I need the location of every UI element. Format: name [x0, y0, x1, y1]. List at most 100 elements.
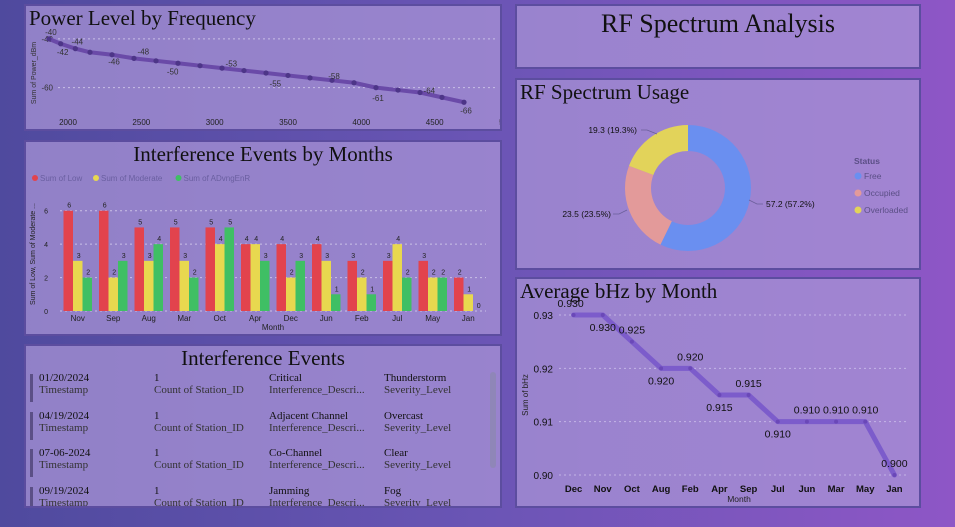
data-point [351, 80, 357, 86]
data-label: 4 [280, 236, 284, 243]
interference-chart: Sum of Low Sum of Moderate Sum of ADvngEnR… [30, 174, 486, 332]
x-tick-label: Dec [284, 314, 298, 323]
data-point [892, 473, 897, 477]
data-label: 1 [467, 286, 471, 293]
data-label: 2 [193, 270, 197, 277]
bar [312, 244, 322, 311]
data-label: 5 [174, 219, 178, 226]
bar [454, 277, 464, 311]
data-label: 3 [183, 253, 187, 260]
x-tick-label: Feb [355, 314, 369, 323]
bar [276, 244, 286, 311]
event-date: 01/20/2024 [39, 372, 90, 384]
series-line [571, 312, 897, 478]
data-label: 6 [67, 203, 71, 210]
x-tick-label: Oct [214, 314, 227, 323]
event-date-label: Timestamp [39, 459, 89, 471]
events-title: Interference Events [181, 346, 345, 370]
data-label: 0.915 [735, 378, 761, 390]
data-label: 3 [264, 253, 268, 260]
y-tick-label: 6 [44, 209, 48, 216]
event-row[interactable]: 01/20/2024 Timestamp 1 Count of Station_… [30, 372, 468, 402]
x-axis-label: Month [262, 323, 284, 332]
y-axis-label: Sum of Low, Sum of Moderate ... [30, 203, 37, 305]
events-scrollbar[interactable] [490, 372, 496, 468]
event-description-label: Interference_Descri... [269, 422, 365, 434]
event-description-label: Interference_Descri... [269, 497, 365, 508]
x-tick-label: May [856, 484, 875, 495]
bar [347, 260, 357, 311]
bhz-chart: 0.90 0.91 0.92 0.93 Sum of bHz 0.930 Dec 0.930 N… [521, 298, 909, 504]
event-description-label: Interference_Descri... [269, 459, 365, 471]
events-panel: Interference Events 01/20/2024 Timestamp… [24, 344, 502, 508]
data-label: 0.915 [706, 402, 732, 414]
event-count: 1 [154, 372, 160, 384]
data-point [197, 63, 203, 69]
leader-line [641, 129, 658, 135]
y-tick-label: 0.91 [534, 418, 554, 429]
legend-label: Sum of Low [40, 174, 82, 183]
power-panel: Power Level by Frequency -40 -60 2000 2500 3… [24, 4, 502, 131]
legend-title: Status [854, 156, 880, 166]
data-point [153, 58, 159, 64]
event-count: 1 [154, 410, 160, 422]
data-point [659, 366, 664, 371]
data-label: -66 [460, 106, 472, 115]
data-label: 0.910 [852, 405, 878, 417]
data-point [131, 55, 137, 61]
data-point [834, 419, 839, 424]
event-row[interactable]: 09/19/2024 Timestamp 1 Count of Station_… [30, 485, 468, 508]
data-label: 4 [157, 236, 161, 243]
data-label: 23.5 (23.5%) [562, 209, 611, 219]
data-label: -40 [45, 28, 57, 37]
event-date-label: Timestamp [39, 384, 89, 396]
x-tick-label: 2500 [132, 118, 150, 127]
event-count-label: Count of Station_ID [154, 422, 244, 434]
event-description: Jamming [269, 485, 310, 497]
data-point [863, 419, 868, 424]
x-tick-label: Jul [392, 314, 402, 323]
usage-chart: 57.2 (57.2%) 23.5 (23.5%) 19.3 (19.3%) Stat… [562, 125, 908, 252]
event-row[interactable]: 07-06-2024 Timestamp 1 Count of Station_… [30, 447, 468, 477]
event-count-label: Count of Station_ID [154, 384, 244, 396]
data-label: -64 [424, 86, 436, 95]
x-axis-label: Month [727, 494, 751, 504]
event-date: 09/19/2024 [39, 485, 90, 497]
data-label: 4 [254, 236, 258, 243]
y-tick-label: 4 [44, 242, 48, 249]
data-point [688, 366, 693, 371]
data-label: 3 [325, 253, 329, 260]
data-label: 0.930 [590, 322, 616, 334]
x-tick-label: Mar [828, 484, 845, 495]
x-tick-label: 4000 [352, 118, 370, 127]
data-point [307, 75, 313, 81]
legend-marker [854, 172, 862, 180]
bar [241, 244, 251, 311]
data-point [46, 36, 52, 42]
x-tick-label: Jun [798, 484, 815, 495]
data-label: -44 [72, 38, 84, 47]
bar [331, 294, 341, 311]
x-tick-label: 4500 [426, 118, 444, 127]
bhz-panel: Average bHz by Month 0.90 0.91 0.92 0.93 Sum… [515, 277, 921, 508]
x-tick-label: Sep [740, 484, 758, 495]
usage-panel: RF Spectrum Usage 57.2 (57.2%) 23.5 (23.5… [515, 78, 921, 270]
event-severity: Thunderstorm [384, 372, 447, 384]
legend-label: Sum of ADvngEnR [184, 174, 251, 183]
data-point [461, 99, 467, 105]
x-tick-label: Jun [320, 314, 333, 323]
data-label: 0.910 [823, 405, 849, 417]
data-label: -61 [372, 94, 384, 103]
data-point [395, 87, 401, 93]
bar [205, 227, 215, 311]
bar [144, 260, 154, 311]
bar [286, 277, 296, 311]
bar [321, 260, 331, 311]
data-point [600, 313, 605, 317]
data-label: 3 [422, 253, 426, 260]
data-label: 3 [387, 253, 391, 260]
bar [295, 260, 305, 311]
event-description: Critical [269, 372, 302, 384]
data-label: 1 [335, 286, 339, 293]
event-row[interactable]: 04/19/2024 Timestamp 1 Count of Station_… [30, 410, 468, 440]
